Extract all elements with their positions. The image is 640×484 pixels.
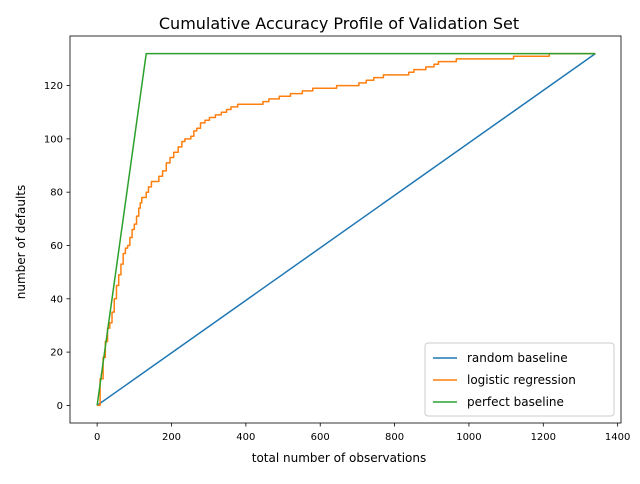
series-line-random-baseline [96,52,596,407]
x-tick-label: 800 [385,432,404,443]
y-tick-label: 20 [50,348,63,359]
legend-box [424,342,615,417]
x-tick-label: 0 [94,432,100,443]
legend-label: logistic regression [467,373,576,387]
chart-title: Cumulative Accuracy Profile of Validatio… [159,14,519,33]
x-tick-label: 1400 [605,432,630,443]
series-line-logistic-regression [97,52,596,407]
legend-label: perfect baseline [467,395,564,409]
y-tick-label: 0 [57,401,63,412]
x-tick-label: 1200 [531,432,556,443]
legend: random baseline logistic regression perfec… [424,342,615,417]
legend-label: random baseline [467,351,568,365]
y-axis-label: number of defaults [14,185,28,300]
x-tick-label: 1000 [456,432,481,443]
x-tick-label: 400 [236,432,255,443]
axis-ticks: 0 200 400 600 800 1000 1200 1400 0 20 40 60 80 100 120 [44,81,630,443]
x-axis-label: total number of observations [252,451,427,465]
y-tick-label: 120 [44,81,63,92]
series-lines [96,52,596,407]
plot-area-frame [69,35,622,424]
y-tick-label: 80 [50,188,63,199]
y-tick-label: 60 [50,241,63,252]
series-line-perfect-baseline [96,52,596,406]
y-tick-label: 100 [44,134,63,145]
x-tick-label: 600 [311,432,330,443]
x-tick-label: 200 [162,432,181,443]
y-tick-label: 40 [50,294,63,305]
